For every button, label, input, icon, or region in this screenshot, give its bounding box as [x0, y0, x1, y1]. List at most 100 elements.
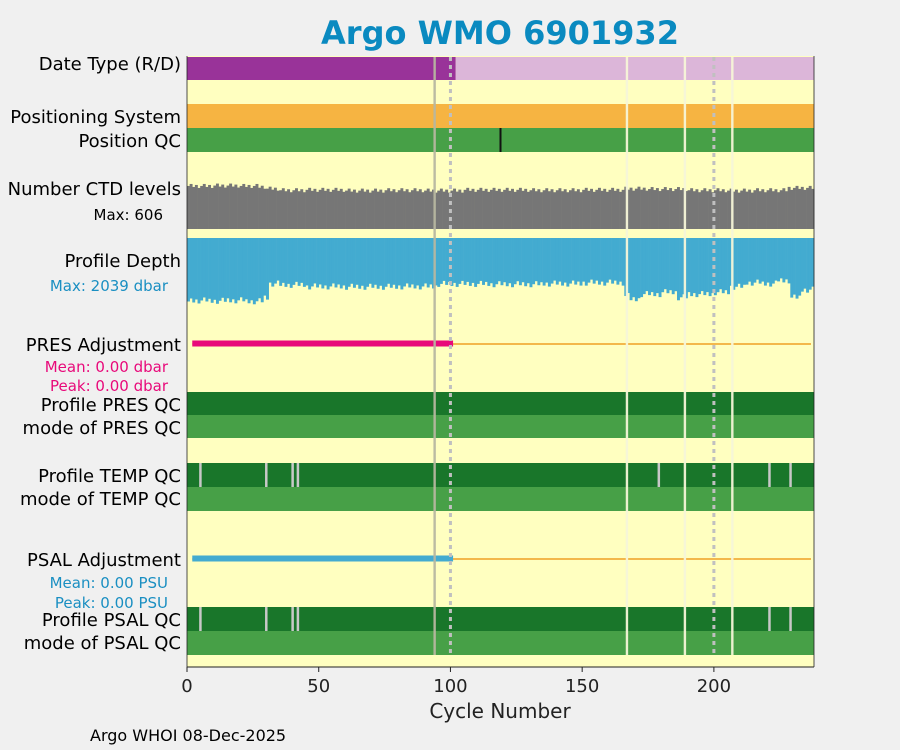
ctd-levels-bar — [347, 188, 351, 229]
profile-depth-bar — [632, 238, 636, 298]
profile-depth-bar — [345, 238, 349, 290]
profile-depth-bar — [611, 238, 615, 284]
row-label-profile-depth: Profile Depth — [64, 251, 181, 272]
profile-depth-bar — [239, 238, 243, 298]
ctd-levels-bar — [308, 187, 312, 229]
ctd-levels-bar — [782, 188, 786, 229]
profile-depth-bar — [584, 238, 588, 286]
ctd-levels-bar — [553, 192, 557, 229]
profile-depth-bar — [550, 238, 554, 284]
ctd-levels-bar — [777, 192, 781, 229]
profile-depth-bar — [542, 238, 546, 286]
psal-peak-annotation: Peak: 0.00 PSU — [55, 594, 168, 612]
profile-depth-bar — [395, 238, 399, 289]
ctd-levels-bar — [663, 187, 667, 229]
profile-depth-bar — [210, 238, 214, 303]
psal-mean-annotation: Mean: 0.00 PSU — [50, 574, 168, 592]
ctd-levels-bar — [579, 192, 583, 229]
profile-depth-bar — [658, 238, 662, 298]
profile-depth-bar — [429, 238, 433, 285]
ctd-levels-bar — [208, 184, 212, 229]
temp-qc-flag — [768, 463, 771, 487]
ctd-levels-bar — [518, 187, 522, 229]
ctd-levels-bar — [619, 191, 622, 229]
ctd-levels-bar — [803, 189, 807, 229]
profile-depth-bar — [574, 238, 578, 285]
profile-depth-bar — [295, 238, 298, 282]
ctd-levels-bar — [374, 188, 377, 229]
temp-qc-flag — [291, 463, 294, 487]
ctd-levels-bar — [532, 188, 536, 229]
plot-background — [187, 56, 814, 667]
profile-depth-bar — [545, 238, 549, 283]
ctd-levels-bar — [210, 187, 214, 229]
x-tick-label: 50 — [307, 676, 330, 697]
ctd-levels-bar — [350, 191, 354, 229]
profile-depth-bar — [316, 238, 320, 288]
ctd-levels-bar — [337, 190, 341, 229]
profile-depth-bar — [366, 238, 370, 287]
ctd-levels-bar — [326, 188, 330, 229]
x-tick-label: 0 — [181, 676, 192, 697]
profile-depth-bar — [571, 238, 575, 281]
profile-depth-bar — [347, 238, 351, 287]
row-label-mode-temp-qc: mode of TEMP QC — [20, 489, 181, 510]
missing-cycle-line — [683, 57, 687, 655]
ctd-levels-bar — [769, 188, 773, 229]
profile-depth-bar — [323, 238, 327, 286]
ctd-levels-bar — [526, 191, 530, 229]
ctd-levels-bar — [379, 189, 383, 229]
ctd-levels-bar — [313, 188, 317, 229]
ctd-levels-bar — [266, 188, 269, 229]
row-label-ctd-levels: Number CTD levels — [8, 179, 181, 200]
profile-depth-bar — [434, 238, 438, 286]
ctd-levels-bar — [495, 190, 499, 229]
chart-title: Argo WMO 6901932 — [321, 14, 679, 52]
ctd-levels-bar — [700, 190, 704, 229]
ctd-levels-bar — [223, 187, 227, 229]
profile-depth-bar — [460, 238, 464, 281]
profile-depth-bar — [355, 238, 359, 285]
profile-depth-bar — [234, 238, 238, 304]
depth-max-annotation: Max: 2039 dbar — [50, 277, 169, 295]
ctd-levels-bar — [471, 188, 475, 229]
ctd-levels-bar — [197, 187, 201, 229]
profile-depth-bar — [671, 238, 675, 295]
ctd-levels-bar — [555, 190, 559, 229]
profile-depth-bar — [771, 238, 775, 284]
profile-depth-bar — [223, 238, 227, 302]
ctd-levels-bar — [284, 191, 288, 229]
profile-depth-bar — [740, 238, 744, 288]
ctd-levels-bar — [408, 192, 412, 229]
profile-depth-bar — [426, 238, 430, 288]
profile-depth-bar — [387, 238, 391, 284]
mode-pres-qc-band — [187, 415, 814, 438]
profile-depth-bar — [350, 238, 354, 284]
temp-qc-flag — [789, 463, 792, 487]
profile-depth-bar — [229, 238, 233, 303]
positioning-system-band — [187, 104, 814, 128]
profile-depth-bar — [732, 238, 736, 290]
reference-dotted-lines — [448, 57, 716, 655]
profile-depth-bar — [471, 238, 475, 283]
ctd-levels-bar — [766, 190, 770, 229]
x-axis: 0 50 100 150 200 — [181, 56, 815, 697]
ctd-levels-bar — [329, 191, 333, 229]
ctd-levels-bar — [466, 187, 470, 229]
profile-depth-bar — [250, 238, 254, 301]
ctd-levels-bar — [508, 190, 512, 229]
profile-depth-bar — [526, 238, 530, 284]
profile-depth-bar — [563, 238, 567, 283]
ctd-levels-bar — [387, 188, 391, 229]
profile-depth-bar — [608, 238, 612, 280]
profile-depth-bar — [590, 238, 594, 280]
x-tick-label: 100 — [433, 676, 467, 697]
ctd-levels-bar — [215, 183, 219, 229]
ctd-levels-bar — [297, 191, 301, 229]
ctd-levels-bar — [590, 188, 594, 229]
ctd-levels-bar — [250, 187, 254, 229]
ctd-levels-bar — [302, 192, 306, 229]
ctd-levels-bar — [487, 191, 491, 229]
row-label-position-qc: Position QC — [78, 131, 181, 152]
missing-cycle-line — [625, 57, 629, 655]
